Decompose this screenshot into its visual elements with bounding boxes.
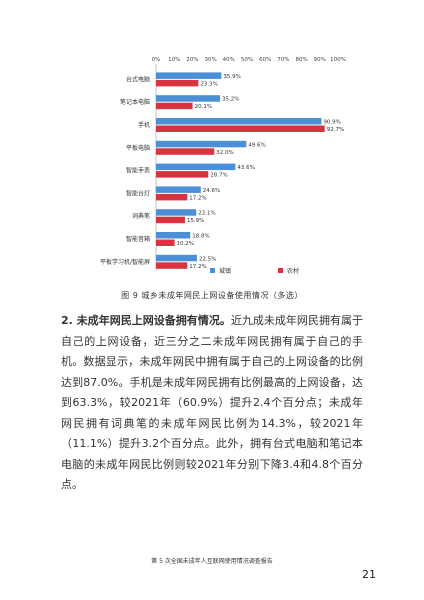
bar-urban [156, 186, 201, 193]
data-label: 17.2% [189, 195, 206, 201]
data-label: 24.6% [203, 188, 220, 194]
data-label: 22.1% [198, 211, 215, 217]
x-tick-label-8: 80% [295, 57, 307, 63]
category-label: 智能音箱 [126, 235, 150, 243]
x-tick-label-4: 40% [223, 57, 235, 63]
data-label: 20.1% [195, 104, 212, 110]
x-tick-label-1: 10% [168, 57, 180, 63]
legend-label-1: 农村 [287, 267, 299, 275]
paragraph-lead: 2. 未成年网民上网设备拥有情况。 [61, 314, 231, 327]
legend-swatch-1 [278, 268, 283, 273]
bar-urban [156, 118, 322, 125]
data-label: 90.9% [323, 120, 340, 126]
category-label: 笔记本电脑 [120, 98, 150, 106]
bar-rural [156, 171, 209, 178]
x-tick-label-6: 60% [259, 57, 271, 63]
figure-caption: 图 9 城乡未成年网民上网设备使用情况（多选） [121, 291, 303, 300]
category-label: 平板学习机/智能屏 [100, 258, 150, 266]
legend-label-0: 城镇 [219, 267, 231, 275]
data-label: 35.2% [222, 97, 239, 103]
data-label: 23.3% [200, 81, 217, 87]
data-label: 10.2% [177, 241, 194, 247]
x-tick-label-0: 0% [152, 57, 161, 63]
footer-report-title: 第 5 次全国未成年人互联网使用情况调查报告 [151, 558, 273, 565]
data-label: 15.9% [187, 218, 204, 224]
data-label: 17.2% [189, 264, 206, 270]
data-label: 18.8% [192, 234, 209, 240]
bar-urban [156, 209, 197, 216]
page-number: 21 [362, 568, 376, 581]
device-usage-bar-chart: 0% 10% 20% 30% 40% 50% 60% 70% 80% 90% 100% 台式电脑 35.… [100, 57, 346, 275]
bar-urban [156, 95, 221, 102]
paragraph-body: 近九成未成年网民拥有属于自己的上网设备，近三分之二未成年网民拥有属于自己的手机。… [61, 314, 363, 491]
x-tick-label-7: 70% [277, 57, 289, 63]
data-label: 28.7% [210, 173, 227, 179]
data-label: 49.6% [248, 142, 265, 148]
bar-rural [156, 79, 199, 87]
data-label: 43.6% [237, 165, 254, 171]
bar-rural [156, 239, 175, 246]
bar-rural [156, 216, 185, 224]
category-label: 手机 [138, 121, 150, 129]
data-label: 35.9% [223, 74, 240, 80]
data-label: 32.0% [216, 150, 233, 156]
bar-urban [156, 232, 191, 239]
bar-urban [156, 72, 222, 79]
bar-rural [156, 193, 188, 201]
bar-rural [156, 148, 215, 155]
bar-rural [156, 262, 188, 269]
legend-swatch-0 [210, 268, 215, 273]
category-label: 台式电脑 [126, 75, 150, 83]
x-tick-label-10: 100% [330, 57, 346, 63]
bar-rural [156, 102, 193, 110]
x-tick-label-9: 90% [314, 57, 326, 63]
bar-urban [156, 163, 236, 171]
x-tick-label-2: 20% [186, 57, 198, 63]
body-paragraph: 2. 未成年网民上网设备拥有情况。近九成未成年网民拥有属于自己的上网设备，近三分… [61, 311, 363, 496]
x-tick-label-3: 30% [204, 57, 216, 63]
category-label: 智能手表 [126, 167, 150, 175]
data-label: 92.7% [327, 127, 344, 133]
category-label: 词典笔 [132, 212, 150, 220]
data-label: 22.5% [199, 256, 216, 262]
bar-urban [156, 254, 197, 262]
category-label: 智能台灯 [126, 189, 150, 197]
x-tick-label-5: 50% [241, 57, 253, 63]
bar-urban [156, 140, 247, 148]
category-label: 平板电脑 [126, 144, 150, 152]
bar-rural [156, 125, 325, 132]
